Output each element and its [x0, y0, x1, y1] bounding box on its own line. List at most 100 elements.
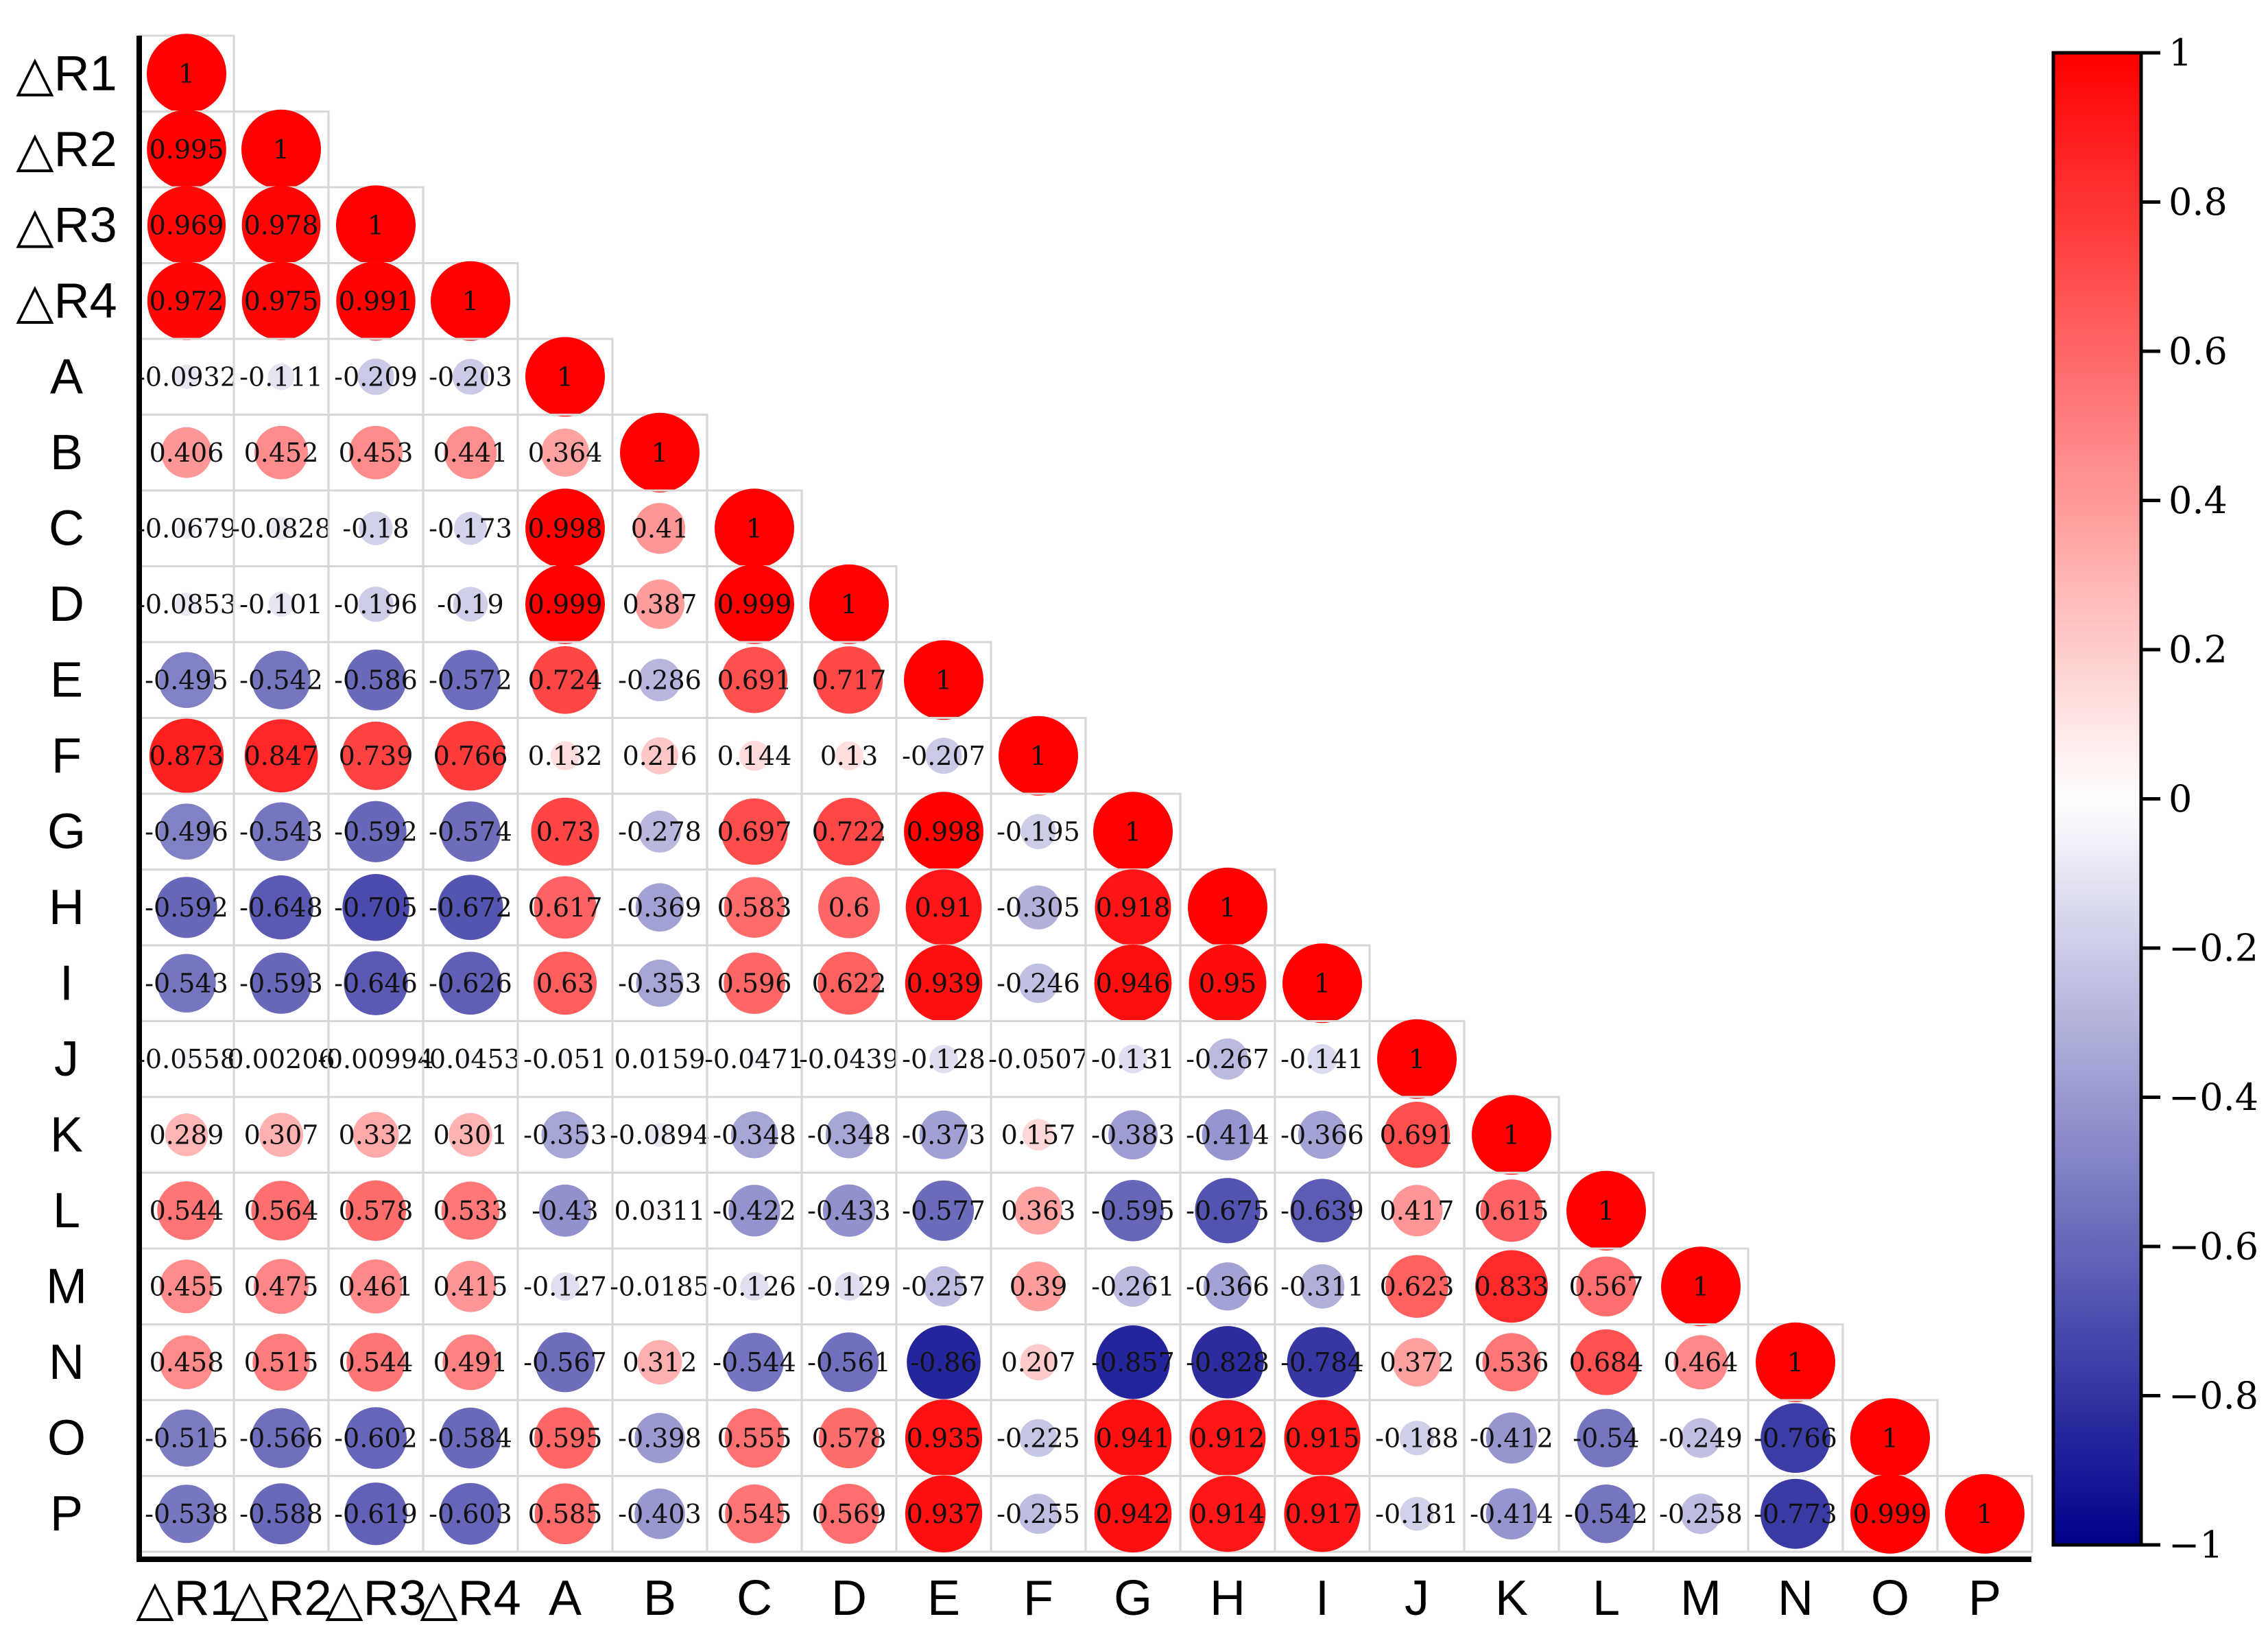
matrix-cell: 0.41	[611, 489, 708, 567]
correlation-circle	[525, 564, 605, 644]
cell-value-label: -0.257	[902, 1271, 986, 1301]
matrix-cell: 1	[1747, 1322, 1844, 1402]
correlation-circle	[1207, 1038, 1248, 1080]
correlation-circle	[1760, 1478, 1830, 1549]
correlation-circle	[267, 363, 295, 390]
column-label: P	[1968, 1571, 2001, 1626]
correlation-circle	[1188, 867, 1267, 947]
cell-value-label: 0.491	[433, 1347, 508, 1377]
cell-value-label: -0.496	[145, 816, 228, 847]
cell-value-label: -0.255	[996, 1499, 1080, 1529]
matrix-cell: 0.935	[895, 1399, 992, 1477]
correlation-circle	[1014, 1186, 1062, 1235]
cell-value-label: -0.592	[334, 816, 418, 847]
cell-value-label: -0.543	[239, 816, 323, 847]
correlation-circle	[1016, 885, 1061, 930]
correlation-circle	[620, 412, 700, 493]
cell-value-label: -0.369	[618, 892, 702, 923]
matrix-cell: 0.998	[516, 488, 614, 569]
correlation-circle	[721, 798, 788, 865]
matrix-cell: 0.915	[1274, 1399, 1371, 1477]
matrix-cell: 0.941	[1084, 1399, 1182, 1477]
cell-value-label: 1	[841, 589, 857, 619]
correlation-circle	[919, 1110, 968, 1159]
matrix-cell: 0.95	[1179, 944, 1276, 1022]
matrix-cell: 1	[1179, 867, 1276, 947]
column-label: H	[1210, 1571, 1245, 1626]
cell-value-label: -0.0185	[610, 1271, 710, 1301]
correlation-circle	[158, 652, 215, 709]
matrix-cell: -0.566	[232, 1399, 330, 1477]
matrix-cell: 0.13	[800, 717, 898, 795]
cell-value-label: 0.301	[433, 1120, 508, 1150]
matrix-cell: -0.515	[138, 1399, 235, 1477]
correlation-circle	[535, 1332, 595, 1393]
matrix-cell: -0.0471	[704, 1020, 804, 1098]
matrix-cell: -0.373	[895, 1096, 992, 1174]
correlation-circle	[1203, 1262, 1252, 1311]
correlation-circle	[342, 874, 409, 941]
cell-value-label: 1	[1598, 1196, 1614, 1226]
cell-value-label: 0.00206	[227, 1044, 335, 1074]
correlation-circle	[817, 951, 881, 1015]
cell-value-label: 0.978	[244, 210, 319, 240]
matrix-cell: 0.999	[706, 564, 803, 644]
correlation-circle	[1485, 1488, 1538, 1540]
correlation-circle	[1472, 1095, 1551, 1175]
cell-value-label: 0.0311	[614, 1196, 706, 1226]
correlation-circle	[1680, 1493, 1721, 1535]
matrix-cell: -0.249	[1652, 1399, 1750, 1477]
correlation-circle	[905, 1475, 983, 1552]
matrix-cell: 0.461	[327, 1247, 425, 1325]
matrix-cell: 0.873	[138, 717, 235, 795]
correlation-circle	[336, 261, 416, 341]
correlation-circle	[819, 1332, 879, 1393]
matrix-cell: -0.639	[1274, 1172, 1371, 1250]
cell-value-label: -0.593	[239, 968, 323, 998]
matrix-cell: -0.828	[1179, 1323, 1276, 1402]
matrix-cell: 0.363	[990, 1172, 1087, 1250]
matrix-cell: 0.301	[422, 1096, 519, 1174]
correlation-circle	[541, 1111, 589, 1159]
cell-value-label: 0.939	[907, 968, 981, 998]
matrix-cell: -0.603	[422, 1475, 519, 1553]
matrix-cell: 0.615	[1463, 1172, 1560, 1250]
cell-value-label: -0.398	[618, 1423, 702, 1453]
correlation-circle	[252, 1334, 310, 1391]
matrix-cell: -0.225	[990, 1399, 1087, 1477]
matrix-cell: 0.691	[706, 641, 803, 719]
correlation-circle	[353, 1111, 399, 1158]
cell-value-label: 0.461	[339, 1271, 414, 1301]
correlation-circle	[1108, 1110, 1158, 1160]
cell-value-label: 0.691	[717, 665, 792, 695]
correlation-circle	[534, 876, 597, 939]
matrix-cell: -0.101	[232, 565, 330, 643]
correlation-circle	[531, 797, 599, 866]
row-label: L	[53, 1183, 80, 1238]
correlation-circle	[534, 1407, 596, 1469]
correlation-circle	[1018, 963, 1058, 1004]
correlation-circle	[1475, 1250, 1548, 1323]
cell-value-label: 0.441	[433, 438, 508, 468]
correlation-circle	[905, 1399, 983, 1477]
correlation-circle	[270, 517, 293, 540]
matrix-cell: 0.578	[327, 1172, 425, 1250]
matrix-cell: 0.569	[800, 1475, 898, 1553]
matrix-cell: 1	[1652, 1246, 1750, 1327]
cell-value-label: 1	[462, 286, 479, 316]
correlation-circle	[1300, 1264, 1345, 1309]
matrix-cell: 0.491	[422, 1323, 519, 1402]
cell-value-label: 0.464	[1664, 1347, 1739, 1377]
cell-value-label: 0.722	[812, 816, 887, 847]
correlation-circle	[1095, 869, 1171, 946]
colorbar-tick-label: 0.6	[2169, 330, 2228, 373]
row-label: M	[46, 1259, 87, 1314]
cell-value-label: 0.144	[717, 741, 792, 771]
cell-value-label: -0.542	[1564, 1499, 1648, 1529]
cell-value-label: -0.592	[145, 892, 228, 923]
row-label: A	[50, 349, 83, 404]
matrix-cell: -0.348	[706, 1096, 803, 1174]
correlation-circle	[348, 425, 403, 480]
cell-value-label: -0.784	[1280, 1347, 1364, 1377]
